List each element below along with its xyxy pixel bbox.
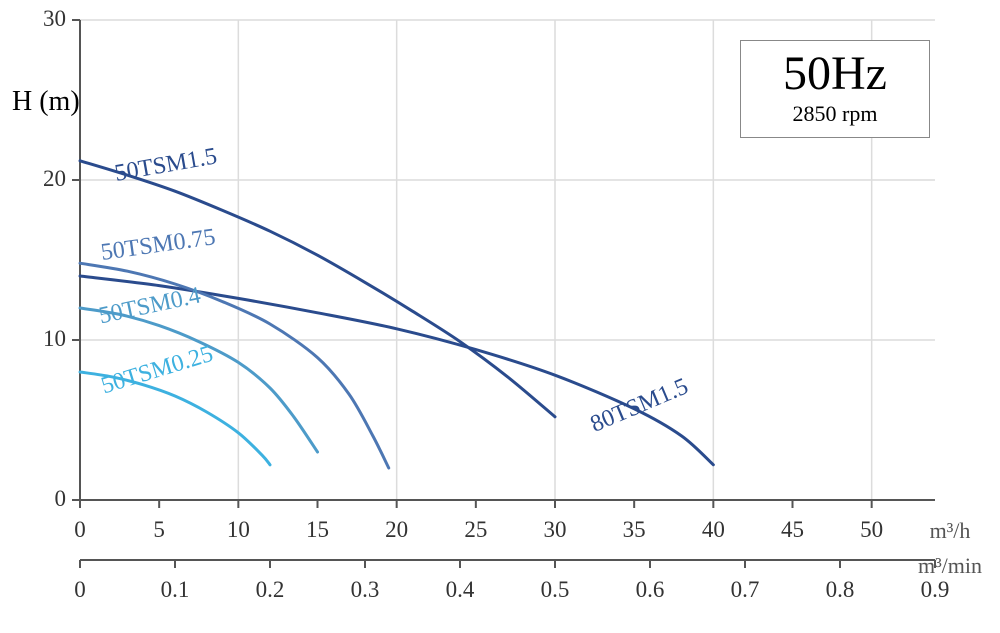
x1-tick-30: 30 bbox=[544, 517, 567, 543]
x2-tick-0.7: 0.7 bbox=[731, 577, 760, 603]
x2-tick-0.9: 0.9 bbox=[921, 577, 950, 603]
x2-tick-0.3: 0.3 bbox=[351, 577, 380, 603]
x2-tick-0.5: 0.5 bbox=[541, 577, 570, 603]
y-tick-10: 10 bbox=[43, 326, 66, 352]
x1-unit: m³/h bbox=[930, 518, 971, 544]
x2-tick-0.6: 0.6 bbox=[636, 577, 665, 603]
curve-label-80TSM1.5: 80TSM1.5 bbox=[587, 373, 692, 437]
y-tick-0: 0 bbox=[55, 486, 67, 512]
y-axis-label: H (m) bbox=[12, 86, 80, 118]
x1-tick-45: 45 bbox=[781, 517, 804, 543]
x2-tick-0.8: 0.8 bbox=[826, 577, 855, 603]
frequency-title: 50Hz bbox=[759, 49, 911, 99]
x1-tick-25: 25 bbox=[464, 517, 487, 543]
x1-tick-35: 35 bbox=[623, 517, 646, 543]
pump-curve-chart: 50TSM1.580TSM1.550TSM0.7550TSM0.450TSM0.… bbox=[0, 0, 1000, 633]
x1-tick-50: 50 bbox=[860, 517, 883, 543]
x1-tick-15: 15 bbox=[306, 517, 329, 543]
x1-tick-20: 20 bbox=[385, 517, 408, 543]
x1-tick-10: 10 bbox=[227, 517, 250, 543]
x2-tick-0.1: 0.1 bbox=[161, 577, 190, 603]
x2-tick-0.2: 0.2 bbox=[256, 577, 285, 603]
x1-tick-0: 0 bbox=[74, 517, 86, 543]
x2-tick-0.4: 0.4 bbox=[446, 577, 475, 603]
y-tick-20: 20 bbox=[43, 166, 66, 192]
curve-label-50TSM0.75: 50TSM0.75 bbox=[99, 224, 217, 266]
x2-tick-0: 0 bbox=[74, 577, 86, 603]
x2-unit: m³/min bbox=[918, 553, 982, 579]
x1-tick-5: 5 bbox=[153, 517, 165, 543]
rpm-subtitle: 2850 rpm bbox=[759, 101, 911, 127]
y-tick-30: 30 bbox=[43, 6, 66, 32]
frequency-annotation: 50Hz 2850 rpm bbox=[740, 40, 930, 138]
x1-tick-40: 40 bbox=[702, 517, 725, 543]
